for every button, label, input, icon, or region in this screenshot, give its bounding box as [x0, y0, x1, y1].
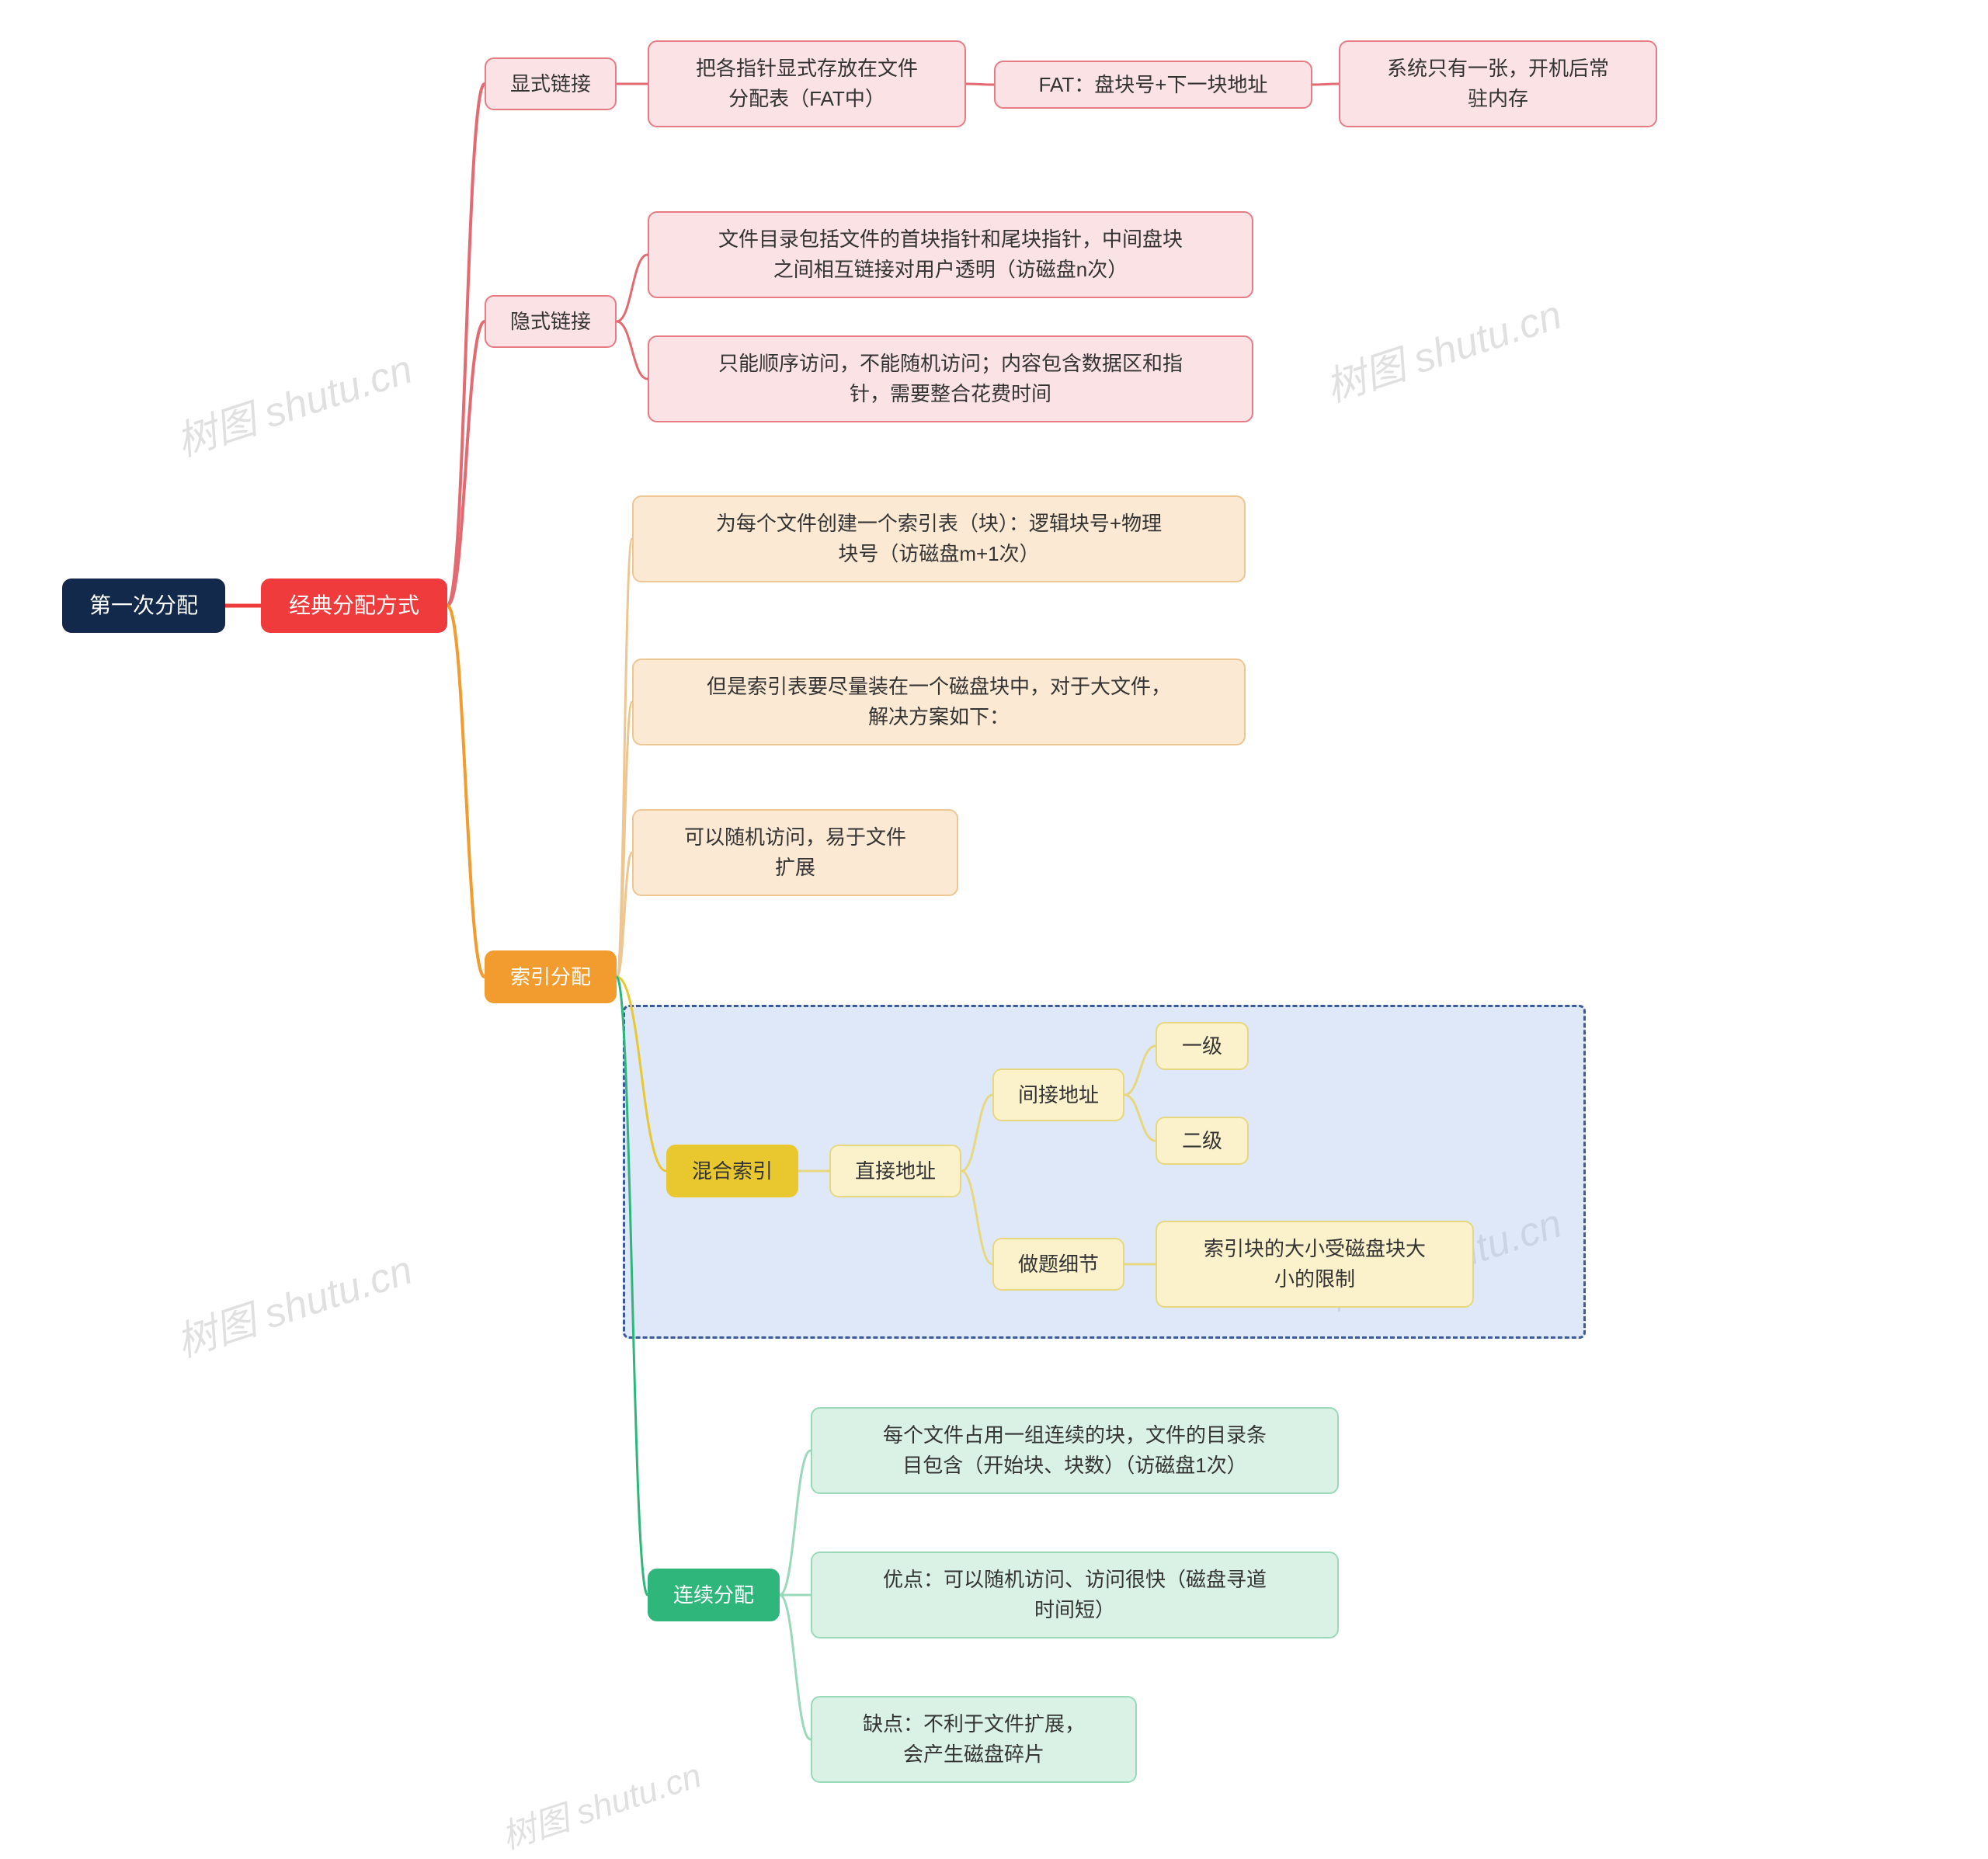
watermark: 树图 shutu.cn [495, 1747, 707, 1858]
node-root[interactable]: 第一次分配 [62, 579, 225, 633]
node-explicit-a[interactable]: 把各指针显式存放在文件 分配表（FAT中） [648, 40, 966, 127]
node-level-1[interactable]: 一级 [1156, 1022, 1249, 1070]
node-indirect-addr[interactable]: 间接地址 [992, 1068, 1124, 1121]
node-implicit-b[interactable]: 只能顺序访问，不能随机访问；内容包含数据区和指 针，需要整合花费时间 [648, 335, 1253, 422]
node-index-c[interactable]: 可以随机访问，易于文件 扩展 [632, 809, 958, 896]
node-contiguous-b[interactable]: 优点：可以随机访问、访问很快（磁盘寻道 时间短） [811, 1551, 1339, 1638]
node-classic-methods[interactable]: 经典分配方式 [261, 579, 447, 633]
watermark: 树图 shutu.cn [168, 1237, 419, 1368]
mindmap-canvas: 树图 shutu.cn 树图 shutu.cn 树图 shutu.cn 树图 s… [0, 0, 1988, 1826]
node-index-a[interactable]: 为每个文件创建一个索引表（块）：逻辑块号+物理 块号（访磁盘m+1次） [632, 495, 1246, 582]
node-implicit-a[interactable]: 文件目录包括文件的首块指针和尾块指针，中间盘块 之间相互链接对用户透明（访磁盘n… [648, 211, 1253, 298]
node-exercise-detail[interactable]: 做题细节 [992, 1238, 1124, 1291]
node-explicit-b[interactable]: FAT：盘块号+下一块地址 [994, 61, 1312, 109]
node-index-b[interactable]: 但是索引表要尽量装在一个磁盘块中，对于大文件， 解决方案如下： [632, 658, 1246, 745]
node-contiguous-a[interactable]: 每个文件占用一组连续的块，文件的目录条 目包含（开始块、块数）（访磁盘1次） [811, 1407, 1339, 1494]
node-contiguous[interactable]: 连续分配 [648, 1569, 780, 1621]
node-implicit-link[interactable]: 隐式链接 [485, 295, 617, 348]
node-contiguous-c[interactable]: 缺点：不利于文件扩展， 会产生磁盘碎片 [811, 1696, 1137, 1783]
watermark: 树图 shutu.cn [168, 336, 419, 467]
watermark: 树图 shutu.cn [1317, 282, 1568, 413]
node-direct-addr[interactable]: 直接地址 [829, 1145, 961, 1197]
node-explicit-c[interactable]: 系统只有一张，开机后常 驻内存 [1339, 40, 1657, 127]
node-detail-a[interactable]: 索引块的大小受磁盘块大 小的限制 [1156, 1221, 1474, 1308]
node-explicit-link[interactable]: 显式链接 [485, 57, 617, 110]
node-index-alloc[interactable]: 索引分配 [485, 950, 617, 1003]
node-mixed-index[interactable]: 混合索引 [666, 1145, 798, 1197]
node-level-2[interactable]: 二级 [1156, 1117, 1249, 1165]
